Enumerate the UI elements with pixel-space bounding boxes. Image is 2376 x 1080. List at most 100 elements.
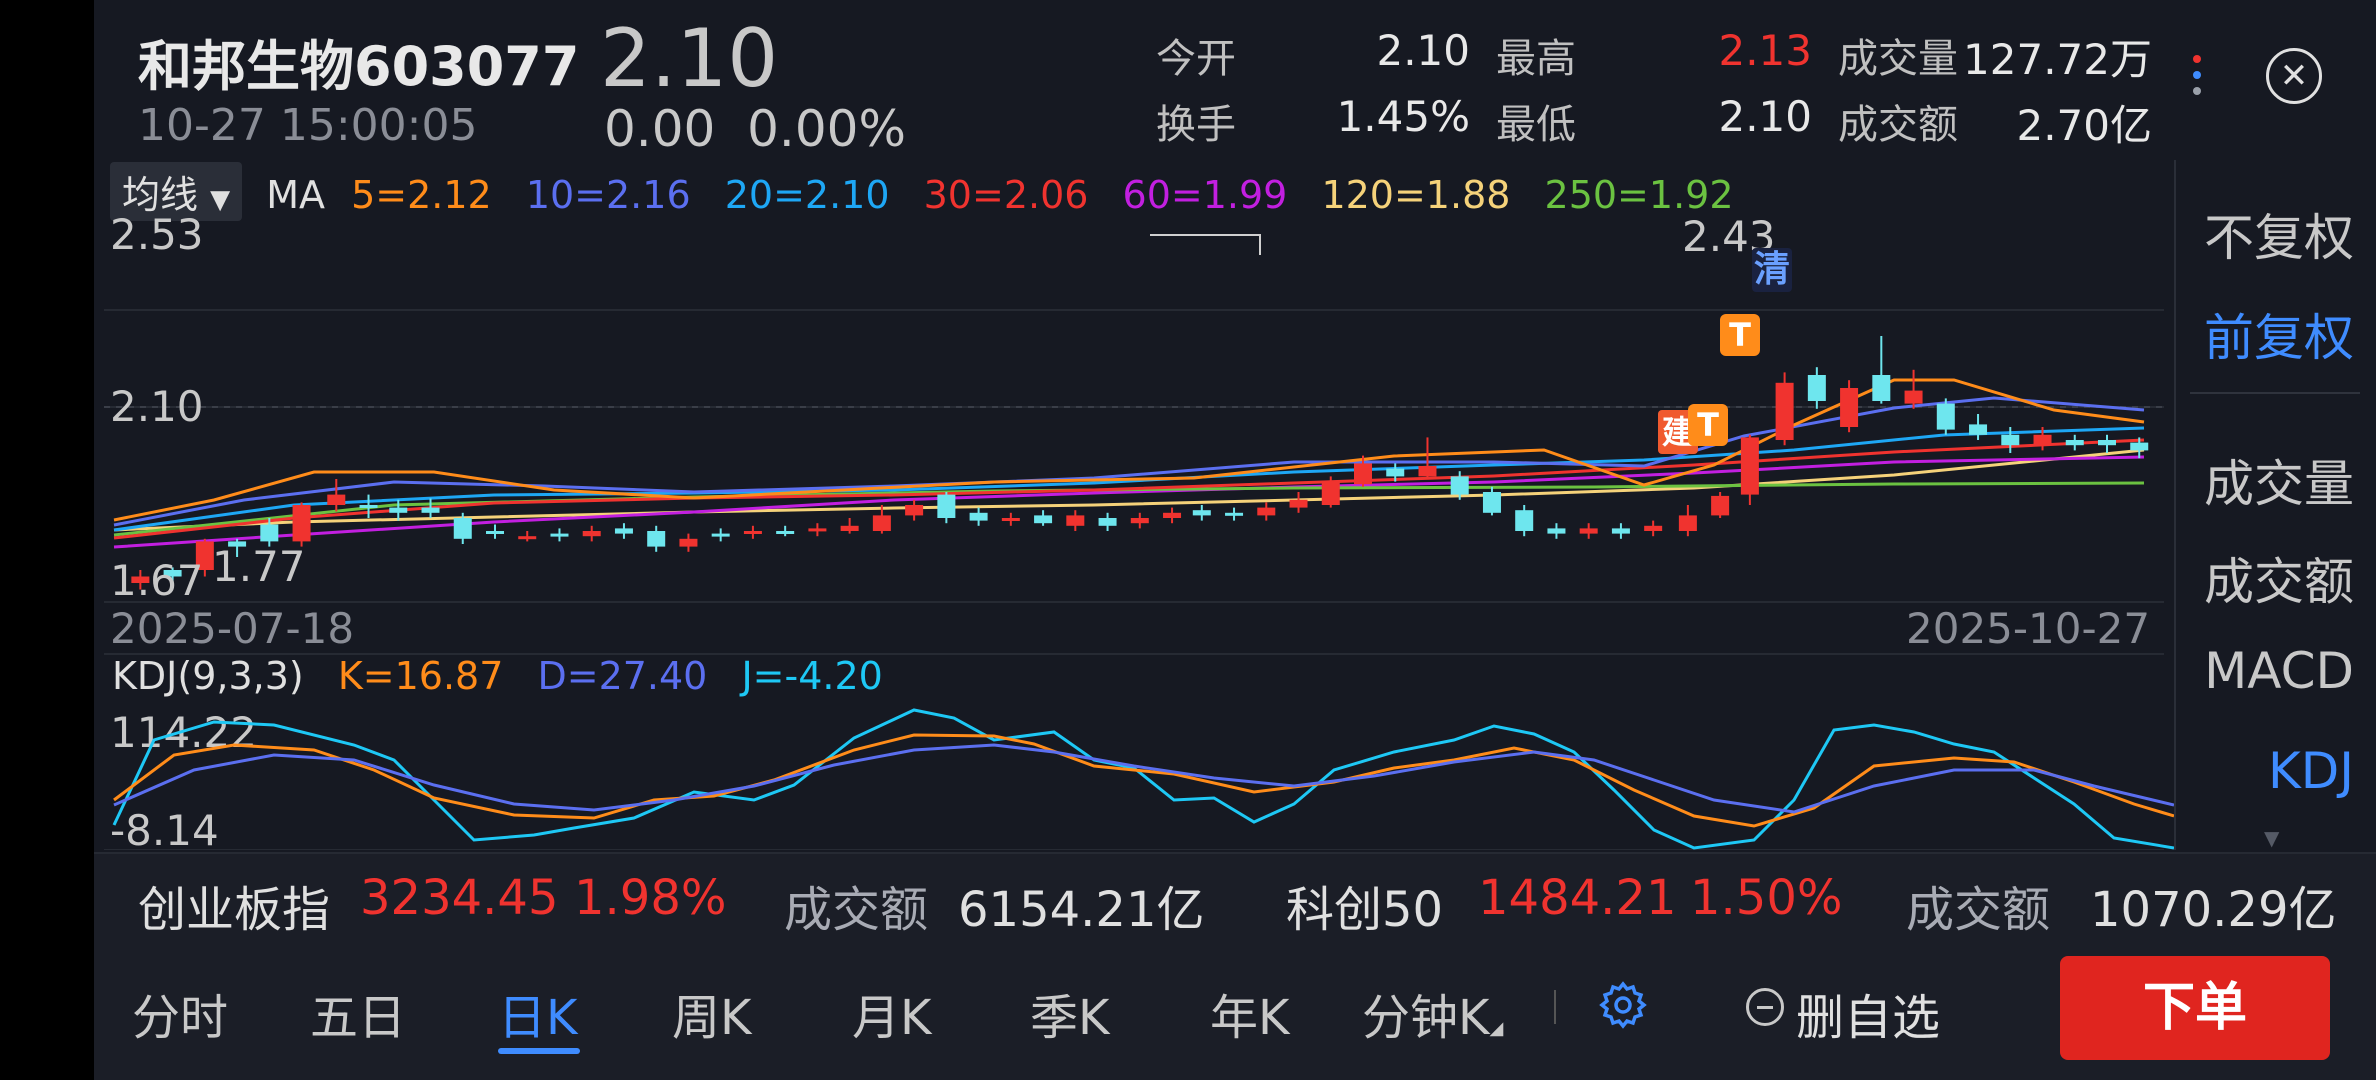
low-value: 2.10 [1718,92,1812,141]
tab-intraday[interactable]: 分时 [132,990,229,1046]
candle-body [1130,518,1149,524]
indicator-macd[interactable]: MACD [2204,642,2354,700]
index2-amount-value: 1070.29亿 [2090,882,2337,938]
tab-daily-k[interactable]: 日K [498,990,578,1046]
y-bottom-label: 1.67 [110,556,204,605]
candle-body [1482,492,1501,513]
high-value: 2.13 [1718,26,1812,75]
volume-value: 127.72万 [1963,35,2152,84]
index1-name: 创业板指 [138,882,331,938]
indicator-amount[interactable]: 成交额 [2204,553,2354,611]
ma-5-line [113,378,2145,522]
candle-body [131,576,150,583]
more-dots-icon[interactable] [2193,55,2201,103]
signal-t-badge-bottom[interactable]: T [1688,404,1728,446]
date-start-label: 2025-07-18 [110,604,355,653]
candle-body [2033,434,2052,446]
volume-label: 成交量 [1838,36,1958,82]
no-adjust-option[interactable]: 不复权 [2204,209,2354,267]
candle-body [1321,481,1340,505]
forward-adjust-option[interactable]: 前复权 [2204,309,2354,367]
candle-body [905,505,924,516]
candle-body [1872,375,1891,401]
candle-body [1354,463,1372,485]
candle-body [163,570,182,577]
candle-body [1904,390,1923,404]
candle-body [1257,507,1276,516]
tab-monthly-k[interactable]: 月K [852,990,932,1046]
kdj-y-bottom-label: -8.14 [110,806,219,855]
candle-body [1611,528,1630,534]
price-change: 0.00 0.00% [604,100,906,158]
amount-value: 2.70亿 [2016,101,2152,150]
tab-quarterly-k[interactable]: 季K [1030,990,1110,1046]
last-price: 2.10 [600,12,779,105]
ma-selector-label: 均线 [122,173,199,217]
remove-circle-icon[interactable] [1746,988,1784,1026]
candle-body [969,512,988,521]
stock-title: 和邦生物603077 [138,35,580,98]
high-marker-line [1150,234,1261,255]
candle-body [1225,512,1244,516]
kdj-title: KDJ(9,3,3) [112,654,304,698]
signal-t-badge-top[interactable]: T [1720,314,1760,356]
ma-120-line [113,448,2145,532]
bottom-toolbar [94,938,2376,1080]
chevron-down-icon: ▼ [210,185,231,215]
close-icon[interactable]: ✕ [2266,48,2322,104]
candle-body [2098,440,2116,446]
ma-30-value: 30=2.06 [923,173,1089,217]
kdj-j-line [112,708,2174,850]
indicator-kdj[interactable]: KDJ [2267,742,2354,800]
candle-body [2130,442,2149,451]
signal-clear-badge[interactable]: 清 [1752,248,1792,292]
y-mid-label: 2.10 [110,382,204,431]
ma-120-value: 120=1.88 [1321,173,1511,217]
gear-icon[interactable] [1598,980,1648,1030]
candle-body [327,494,346,505]
candle-body [1711,495,1730,516]
candle-body [1066,515,1085,526]
kdj-d-value: D=27.40 [537,654,708,698]
place-order-button[interactable]: 下单 [2060,956,2330,1060]
candle-body [1840,388,1859,427]
ma-60-value: 60=1.99 [1122,173,1288,217]
ma-title: MA [266,173,325,217]
candle-body [776,531,795,534]
indicator-volume[interactable]: 成交量 [2204,455,2354,513]
high-label: 最高 [1496,36,1576,82]
candle-body [872,515,891,531]
candle-body [711,533,730,537]
timestamp: 10-27 15:00:05 [138,100,478,151]
candle-body [1386,468,1405,477]
turnover-label: 换手 [1156,102,1236,148]
index1-pct: 1.98% [574,870,727,926]
low-marker-label: 1.77 [212,542,306,591]
low-label: 最低 [1496,102,1576,148]
candle-body [679,538,698,547]
date-end-label: 2025-10-27 [1906,604,2151,653]
remove-watchlist-button[interactable]: 删自选 [1796,990,1941,1046]
scroll-down-icon[interactable]: ▼ [2264,826,2280,850]
quote-header [94,0,2376,160]
tab-yearly-k[interactable]: 年K [1210,990,1290,1046]
candle-body [453,518,472,539]
candle-body [937,494,956,518]
tab-five-day[interactable]: 五日 [310,990,407,1046]
tab-active-indicator [498,1048,580,1054]
candle-body [486,531,504,534]
candle-body [1678,515,1697,531]
index1-amount-label: 成交额 [784,882,929,938]
toolbar-separator [1554,990,1556,1024]
ma-selector-button[interactable]: 均线 ▼ [110,162,243,221]
candle-body [389,507,408,513]
candle-body [228,541,247,547]
left-black-bar [0,0,94,1080]
candle-body [743,531,762,534]
candle-body [518,536,537,540]
candle-body [2065,440,2084,446]
candle-body [2001,434,2020,446]
tab-minute-k[interactable]: 分钟K◢ [1362,978,1503,1048]
tab-weekly-k[interactable]: 周K [672,990,752,1046]
candle-body [421,507,440,513]
